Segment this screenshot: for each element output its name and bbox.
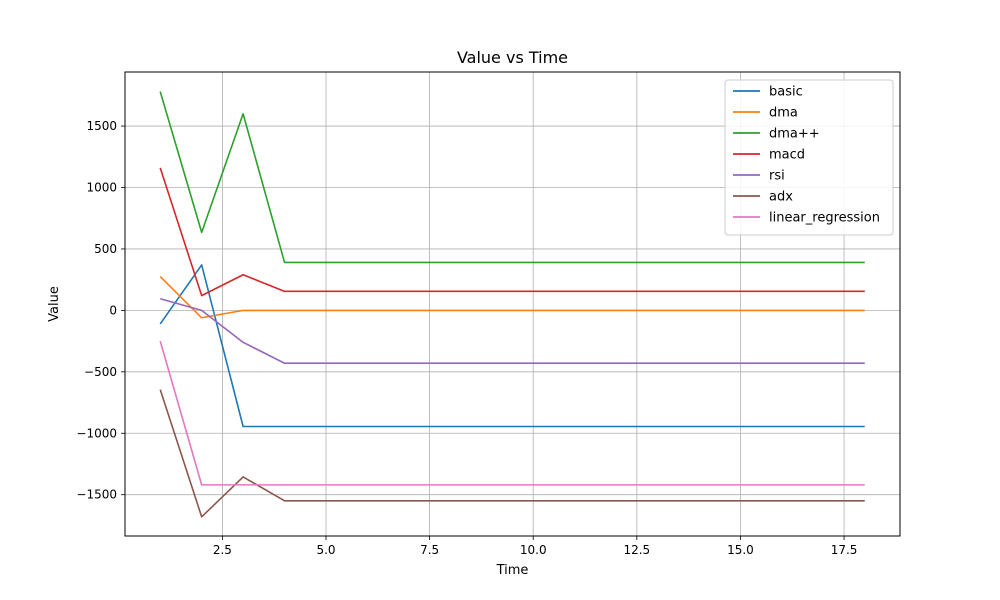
x-tick-label: 2.5 [213,543,232,557]
x-tick-label: 12.5 [623,543,650,557]
legend-label-dma: dma [769,106,798,121]
series-line-basic [159,264,865,428]
legend-box [724,79,894,236]
y-tick-label: 1000 [86,181,117,195]
legend-label-basic: basic [769,85,803,100]
x-tick-label: 7.5 [420,543,439,557]
y-tick-label: 0 [109,303,117,317]
plot-frame [124,71,901,537]
legend-label-dma++: dma++ [769,127,820,142]
series-group [159,91,865,518]
chart-title: Value vs Time [457,48,568,67]
legend: basic dma dma++ macd rsi adx linear_regression [724,79,894,236]
series-line-dma [159,276,865,319]
series-line-macd [159,167,865,297]
series-line-adx [159,389,865,518]
y-tick-label: −1500 [76,488,117,502]
legend-label-adx: adx [769,190,793,205]
y-axis-title: Value [47,286,62,322]
x-tick-label: 17.5 [831,543,858,557]
x-tick-label: 5.0 [316,543,335,557]
series-line-dma++ [159,91,865,264]
legend-label-linear_regression: linear_regression [769,211,880,226]
y-tick-label: −500 [84,365,117,379]
y-tick-label: 1500 [86,119,117,133]
axis-ticks: 2.5 5.0 7.5 10.0 12.5 15.0 17.5 −1500 −1000 −500 0… [76,119,857,557]
x-tick-label: 10.0 [520,543,547,557]
y-tick-label: −1000 [76,426,117,440]
series-line-rsi [160,297,865,365]
series-line-linear_regression [159,340,865,486]
y-tick-label: 500 [94,242,117,256]
x-tick-label: 15.0 [727,543,754,557]
x-axis-title: Time [496,563,529,578]
legend-label-rsi: rsi [769,169,785,184]
legend-label-macd: macd [769,148,805,163]
